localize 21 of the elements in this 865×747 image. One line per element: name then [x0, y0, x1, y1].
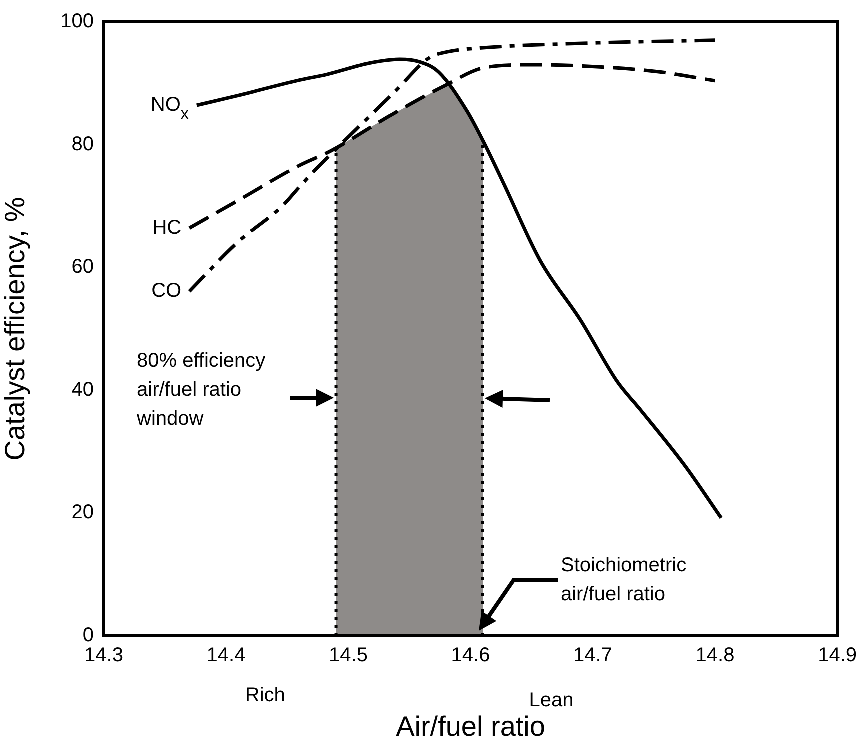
- y-tick-label: 80: [72, 133, 94, 156]
- y-tick-label: 100: [60, 10, 94, 33]
- x-tick-label: 14.4: [206, 644, 246, 667]
- text: Lean: [529, 690, 574, 712]
- x-tick-label: 14.3: [84, 644, 124, 667]
- text: Rich: [245, 684, 286, 707]
- y-tick-label: 20: [72, 502, 94, 524]
- x-axis-title: Air/fuel ratio: [396, 710, 546, 742]
- x-tick-label: 14.5: [329, 644, 368, 667]
- y-tick-label: 40: [72, 378, 94, 401]
- annotation: 80% efficiency air/fuel ratio window: [136, 350, 266, 430]
- x-tick-label: 14.8: [696, 644, 735, 667]
- series-label: HC: [152, 216, 182, 239]
- y-tick-label: 60: [72, 256, 94, 278]
- series-label: CO: [152, 280, 182, 302]
- x-tick-label: 14.7: [574, 644, 612, 667]
- y-tick-label: 0: [82, 624, 94, 647]
- annotation: Stoichiometric air/fuel ratio: [560, 554, 687, 606]
- y-axis-title: Catalyst efficiency, %: [0, 197, 31, 461]
- x-tick-label: 14.6: [451, 644, 490, 667]
- x-tick-label: 14.9: [818, 644, 858, 667]
